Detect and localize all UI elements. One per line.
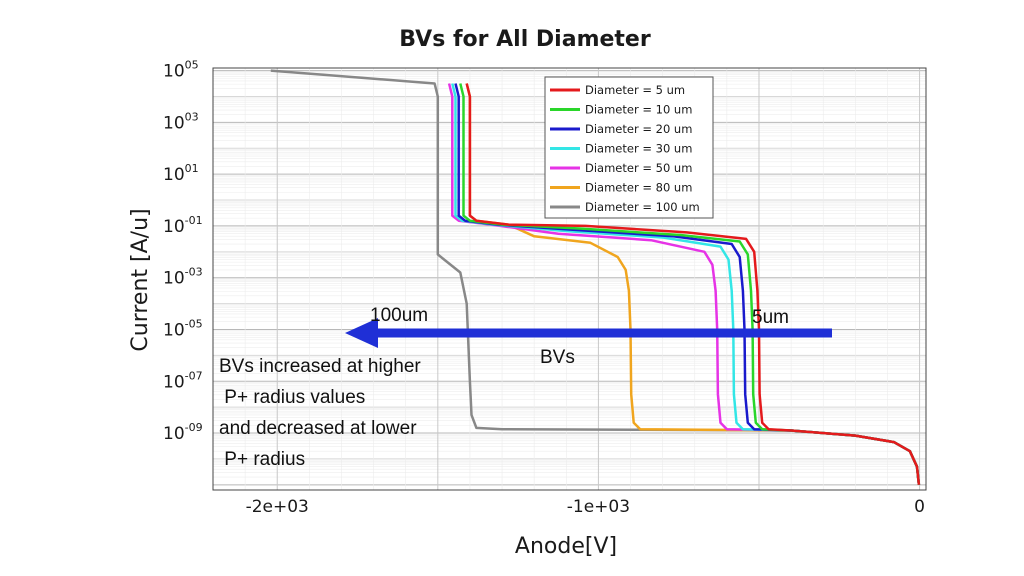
annotation-100um: 100um	[370, 305, 428, 326]
y-tick-label: 1001	[163, 162, 199, 185]
annotations: 100um 5um BVs BVs increased at higher P+…	[219, 305, 832, 470]
series-layer	[270, 69, 921, 485]
annotation-5um: 5um	[752, 307, 789, 328]
y-axis-label: Current [A/u]	[128, 208, 153, 351]
x-tick-label: -1e+03	[567, 497, 630, 517]
annotation-bvs: BVs	[540, 347, 575, 368]
x-tick-label: 0	[914, 497, 925, 517]
legend-entry: Diameter = 30 um	[585, 142, 692, 156]
y-tick-label: 10-03	[163, 266, 203, 289]
legend-entry: Diameter = 100 um	[585, 200, 700, 214]
y-tick-label: 1003	[163, 110, 199, 133]
legend-entry: Diameter = 80 um	[585, 181, 692, 195]
y-tick-label: 10-01	[163, 214, 203, 237]
legend-entry: Diameter = 5 um	[585, 83, 685, 97]
legend: Diameter = 5 um Diameter = 10 um Diameter …	[544, 76, 714, 219]
note-line-4: P+ radius	[219, 449, 305, 470]
x-tick-label: -2e+03	[246, 497, 309, 517]
legend-entry: Diameter = 20 um	[585, 122, 692, 136]
y-tick-label: 10-07	[163, 369, 203, 392]
bv-arrow-head	[345, 318, 378, 348]
plot-area	[212, 67, 927, 491]
tick-labels: -2e+03 -1e+03 0 1005 1003 1001 10-01 10-03 10-05…	[163, 59, 925, 517]
y-tick-label: 10-09	[163, 421, 203, 444]
chart-title: BVs for All Diameter	[399, 27, 651, 52]
y-tick-label: 1005	[163, 59, 199, 82]
x-axis-label: Anode[V]	[515, 534, 617, 559]
legend-items: Diameter = 5 um Diameter = 10 um Diameter …	[550, 83, 700, 214]
note-line-3: and decreased at lower	[219, 418, 417, 439]
y-tick-label: 10-05	[163, 317, 203, 340]
legend-entry: Diameter = 50 um	[585, 161, 692, 175]
legend-entry: Diameter = 10 um	[585, 103, 692, 117]
note-line-1: BVs increased at higher	[219, 356, 421, 377]
note-line-2: P+ radius values	[219, 387, 365, 408]
series-line-5um	[465, 83, 921, 485]
